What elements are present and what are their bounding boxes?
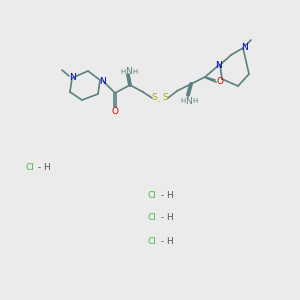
Text: Cl: Cl xyxy=(25,164,34,172)
Text: N: N xyxy=(186,98,192,106)
Text: N: N xyxy=(126,67,132,76)
Text: S: S xyxy=(162,94,168,103)
Text: - H: - H xyxy=(35,164,51,172)
Text: Cl: Cl xyxy=(148,214,157,223)
Text: N: N xyxy=(69,74,75,82)
Text: H: H xyxy=(120,69,126,75)
Text: H: H xyxy=(132,69,138,75)
Text: N: N xyxy=(241,43,248,52)
Text: S: S xyxy=(151,94,157,103)
Text: N: N xyxy=(214,61,221,70)
Text: - H: - H xyxy=(158,236,174,245)
Text: H: H xyxy=(192,98,198,104)
Text: O: O xyxy=(112,107,118,116)
Text: H: H xyxy=(180,98,186,104)
Text: - H: - H xyxy=(158,214,174,223)
Text: Cl: Cl xyxy=(148,236,157,245)
Text: N: N xyxy=(99,76,105,85)
Text: - H: - H xyxy=(158,190,174,200)
Text: O: O xyxy=(217,76,224,85)
Text: .: . xyxy=(157,92,161,104)
Text: Cl: Cl xyxy=(148,190,157,200)
